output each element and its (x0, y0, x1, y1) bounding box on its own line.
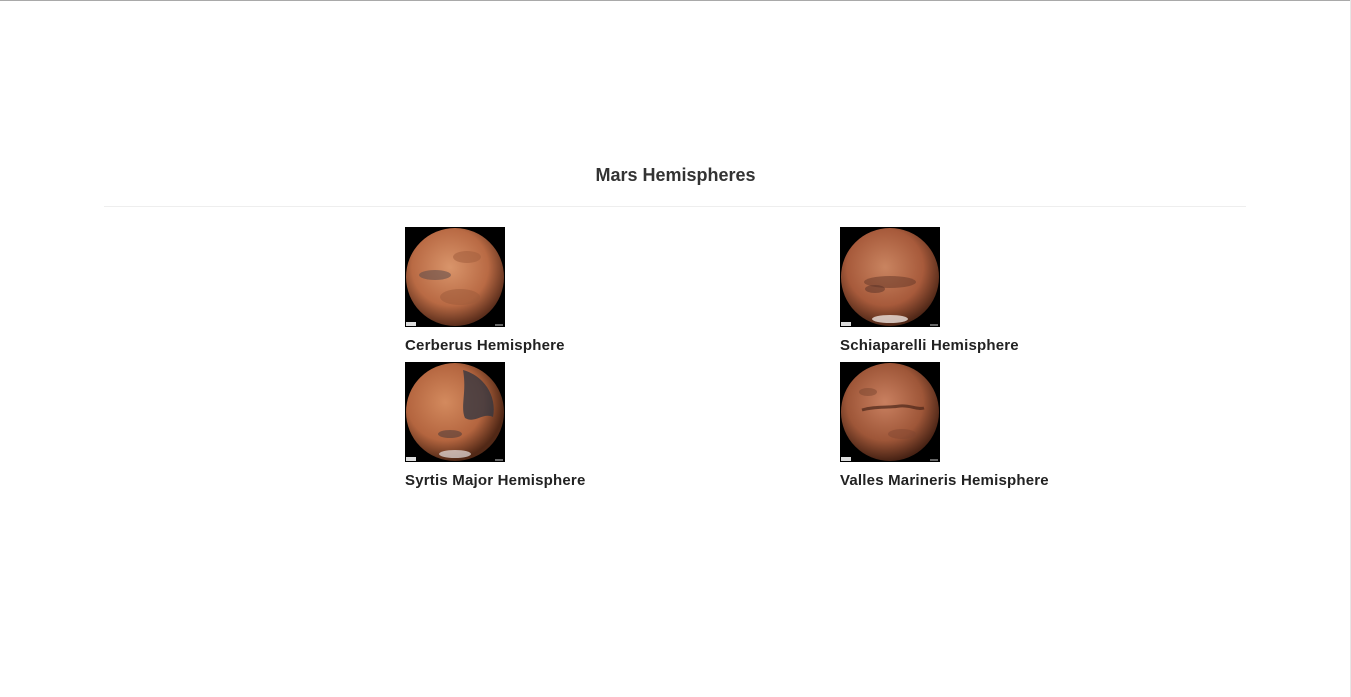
mars-valles-marineris-image[interactable] (840, 362, 940, 462)
hemisphere-card-syrtis-major[interactable]: Syrtis Major Hemisphere (405, 362, 705, 490)
credit-mark-icon (930, 324, 938, 326)
hemisphere-card-cerberus[interactable]: Cerberus Hemisphere (405, 227, 705, 355)
hemisphere-title[interactable]: Cerberus Hemisphere (405, 337, 565, 354)
mars-cerberus-image[interactable] (405, 227, 505, 327)
usgs-logo-icon (406, 457, 416, 461)
title-divider (104, 206, 1246, 207)
usgs-logo-icon (406, 322, 416, 326)
top-border (0, 0, 1351, 1)
hemisphere-card-schiaparelli[interactable]: Schiaparelli Hemisphere (840, 227, 1140, 355)
credit-mark-icon (495, 324, 503, 326)
hemisphere-title[interactable]: Valles Marineris Hemisphere (840, 472, 1049, 489)
hemisphere-title[interactable]: Syrtis Major Hemisphere (405, 472, 586, 489)
credit-mark-icon (930, 459, 938, 461)
mars-schiaparelli-image[interactable] (840, 227, 940, 327)
page-title: Mars Hemispheres (595, 165, 756, 185)
mars-syrtis-major-image[interactable] (405, 362, 505, 462)
usgs-logo-icon (841, 322, 851, 326)
credit-mark-icon (495, 459, 503, 461)
usgs-logo-icon (841, 457, 851, 461)
hemisphere-title[interactable]: Schiaparelli Hemisphere (840, 337, 1019, 354)
hemisphere-card-valles-marineris[interactable]: Valles Marineris Hemisphere (840, 362, 1140, 490)
